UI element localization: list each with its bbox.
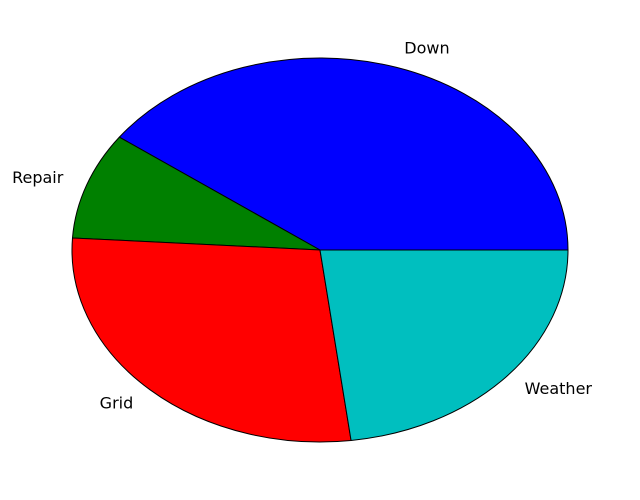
pie-label-repair: Repair (12, 168, 64, 187)
pie-slice-repair (71, 136, 321, 251)
pie-slice-weather (319, 249, 569, 441)
pie-slice-down (118, 57, 569, 251)
pie-labels: Down Repair Grid Weather (12, 39, 592, 413)
pie-label-grid: Grid (100, 393, 134, 412)
pie-slices (71, 57, 569, 443)
pie-slice-grid (71, 237, 352, 443)
pie-label-down: Down (404, 39, 449, 58)
pie-label-weather: Weather (525, 379, 593, 398)
